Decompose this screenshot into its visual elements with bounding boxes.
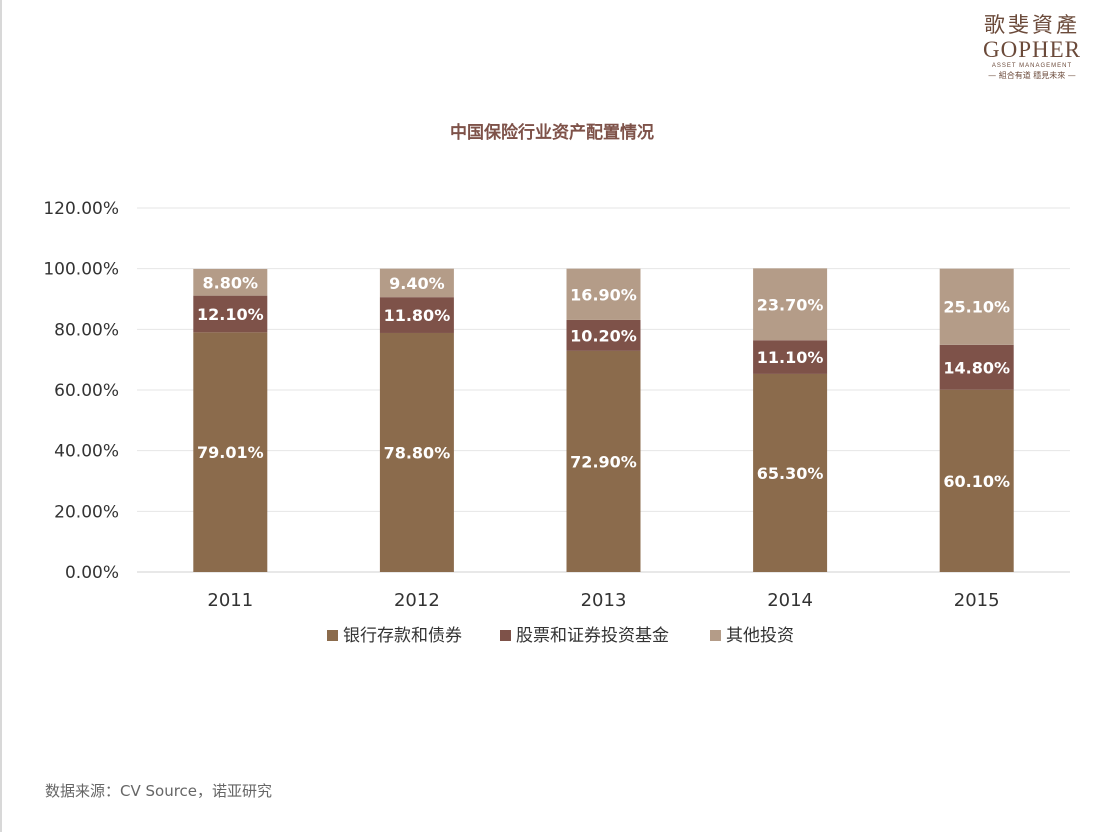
- data-source-note: 数据来源：CV Source，诺亚研究: [45, 782, 273, 800]
- data-label: 12.10%: [197, 305, 264, 324]
- bar-segment: [193, 332, 268, 572]
- bar-segment: [379, 297, 454, 333]
- y-tick-label: 20.00%: [54, 502, 119, 522]
- bar-segment: [193, 268, 268, 296]
- data-label: 79.01%: [197, 443, 264, 462]
- bar-segment: [379, 268, 454, 298]
- y-axis-ticks: 0.00% 20.00% 40.00% 60.00% 80.00% 100.00% 120.…: [43, 199, 119, 583]
- logo-tagline: — 組合有道 穩見未來 —: [988, 71, 1076, 80]
- data-label: 16.90%: [570, 285, 637, 304]
- data-label: 9.40%: [389, 274, 445, 293]
- data-label: 10.20%: [570, 326, 637, 345]
- x-tick-label: 2015: [954, 590, 1000, 611]
- logo-chinese-name: 歌斐資產: [984, 13, 1080, 37]
- logo-english-name: GOPHER: [982, 37, 1081, 62]
- y-tick-label: 40.00%: [54, 442, 119, 462]
- data-label: 8.80%: [203, 273, 259, 292]
- x-tick-label: 2014: [767, 590, 813, 611]
- x-axis-ticks: 2011 2012 2013 2014 2015: [207, 590, 999, 611]
- y-tick-label: 60.00%: [54, 381, 119, 401]
- bar-segment: [566, 268, 641, 320]
- legend: 银行存款和债券 股票和证券投资基金 其他投资: [327, 626, 794, 646]
- bar-segment: [939, 389, 1014, 572]
- bar-segment: [753, 340, 828, 374]
- logo-subtitle: ASSET MANAGEMENT: [991, 63, 1073, 69]
- bar-segment: [753, 373, 828, 572]
- legend-label: 股票和证券投资基金: [516, 626, 669, 646]
- x-tick-label: 2012: [394, 590, 440, 611]
- data-label: 65.30%: [757, 464, 824, 483]
- chart-title: 中国保险行业资产配置情况: [450, 122, 654, 143]
- data-label: 11.80%: [384, 306, 451, 325]
- legend-swatch: [327, 630, 338, 641]
- data-label: 60.10%: [943, 472, 1010, 491]
- data-label: 78.80%: [384, 443, 451, 462]
- bar-segment: [753, 268, 828, 341]
- data-label: 72.90%: [570, 452, 637, 471]
- legend-label: 银行存款和债券: [343, 626, 462, 646]
- bar-segment: [379, 332, 454, 572]
- y-tick-label: 100.00%: [43, 260, 119, 280]
- stacked-bar-chart: 中国保险行业资产配置情况 0.00% 20.00% 40.00% 60.00% 80.0…: [43, 122, 1070, 646]
- bar-segment: [566, 350, 641, 572]
- y-tick-label: 0.00%: [65, 563, 119, 583]
- y-tick-label: 120.00%: [43, 199, 119, 219]
- bar-segment: [566, 319, 641, 351]
- legend-label: 其他投资: [726, 626, 794, 646]
- bar-segment: [193, 295, 268, 333]
- bar-segment: [939, 268, 1014, 345]
- legend-swatch: [710, 630, 721, 641]
- x-tick-label: 2013: [581, 590, 627, 611]
- data-label: 23.70%: [757, 295, 824, 314]
- x-tick-label: 2011: [207, 590, 253, 611]
- gopher-logo: 歌斐資產 GOPHER ASSET MANAGEMENT — 組合有道 穩見未來…: [970, 12, 1094, 82]
- data-label: 25.10%: [943, 298, 1010, 317]
- bars: [193, 268, 1014, 572]
- legend-swatch: [500, 630, 511, 641]
- y-tick-label: 80.00%: [54, 320, 119, 340]
- data-label: 14.80%: [943, 358, 1010, 377]
- bar-segment: [939, 344, 1014, 390]
- data-labels: 79.01% 12.10% 8.80% 78.80% 11.80% 9.40% 72.90%…: [197, 273, 1010, 491]
- data-label: 11.10%: [757, 348, 824, 367]
